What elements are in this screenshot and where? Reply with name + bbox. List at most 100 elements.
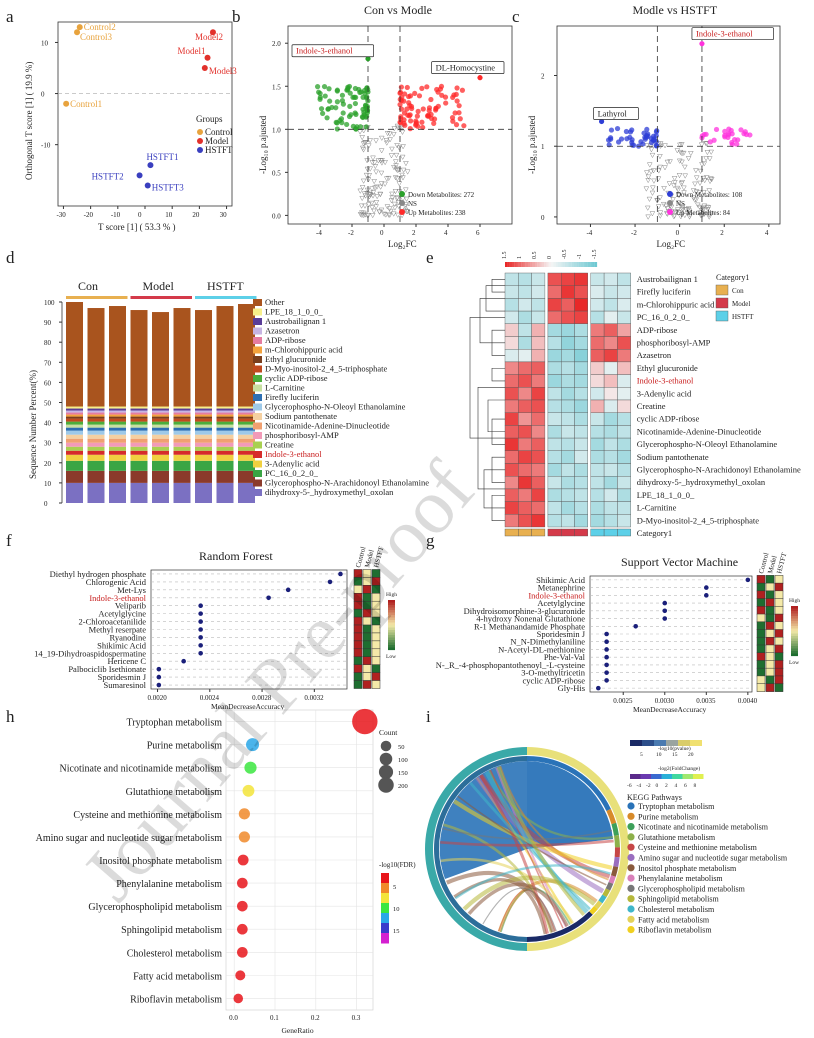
ns-point xyxy=(676,158,683,164)
ns-point xyxy=(657,213,664,219)
stack-segment xyxy=(66,410,83,413)
heat-cell xyxy=(756,636,766,646)
heat-cell xyxy=(353,680,363,689)
x-tick-label: 2 xyxy=(412,229,416,237)
stack-segment xyxy=(152,442,169,447)
legend-label: phosphoribosyl-AMP xyxy=(265,430,339,440)
importance-point xyxy=(662,600,668,606)
down-point xyxy=(644,126,650,133)
stack-segment xyxy=(238,482,255,503)
scale-step xyxy=(564,262,568,267)
importance-point xyxy=(198,603,203,608)
legend-swatch xyxy=(253,337,262,344)
stack-segment xyxy=(238,454,255,461)
ns-point xyxy=(649,211,656,217)
stack-segment xyxy=(238,430,255,435)
down-point xyxy=(340,110,346,116)
up-point xyxy=(722,128,728,135)
down-point xyxy=(347,103,353,109)
heat-cell xyxy=(518,374,532,388)
kegg-legend-key xyxy=(627,884,635,893)
heat-cell xyxy=(518,349,532,363)
annotation-cell xyxy=(617,528,631,537)
color-legend-label: 10 xyxy=(393,906,400,913)
group-bar xyxy=(195,296,257,299)
ns-point xyxy=(396,181,403,187)
heat-cell xyxy=(590,298,605,312)
item-label: Gly-His xyxy=(558,683,585,693)
ns-point xyxy=(681,164,688,170)
down-point xyxy=(326,86,332,92)
ns-point xyxy=(367,138,373,144)
gradient-step xyxy=(791,653,798,657)
stack-segment xyxy=(87,450,105,455)
scale-step xyxy=(539,262,542,267)
x-tick-label: 0.0020 xyxy=(148,694,168,702)
kegg-legend-label: Glutathione metabolism xyxy=(638,833,716,842)
heat-cell xyxy=(756,598,766,607)
importance-point xyxy=(338,571,343,577)
heat-cell xyxy=(504,501,519,515)
panel-letter-g: g xyxy=(426,531,435,550)
legend-swatch xyxy=(253,451,262,458)
stack-segment xyxy=(195,412,212,415)
row-label: Glycerophospho-N-Oleoyl Ethanolamine xyxy=(637,439,778,449)
scale-step xyxy=(514,262,517,267)
stack-segment xyxy=(173,470,191,483)
ns-point xyxy=(361,191,368,197)
legend-swatch xyxy=(253,403,262,411)
legend-swatch xyxy=(253,308,262,316)
annotation-cell xyxy=(603,528,618,537)
ns-point xyxy=(655,176,662,182)
panel-h-kegg-bubble: 0.0 0.1 0.2 0.3 Tryptophan metabolism Purine … xyxy=(36,708,416,1035)
heat-cell xyxy=(561,285,575,299)
ns-point xyxy=(357,129,363,135)
heat-cell xyxy=(518,399,532,413)
heat-cell xyxy=(371,680,381,689)
up-point xyxy=(452,110,458,116)
heat-cell xyxy=(574,399,589,413)
heat-cell xyxy=(590,399,605,413)
ns-point xyxy=(660,201,667,208)
annotation-box xyxy=(431,61,505,75)
pathway-sector xyxy=(614,847,620,858)
ns-point xyxy=(384,131,391,137)
scale-step xyxy=(551,262,554,267)
annotation-label: Indole-3-ethanol xyxy=(696,29,753,39)
stack-segment xyxy=(173,308,191,407)
stack-segment xyxy=(66,412,83,415)
heat-cell xyxy=(617,285,631,299)
pvalue-scale-step xyxy=(690,740,702,746)
row-label: Azasetron xyxy=(637,350,672,360)
size-legend-label: 200 xyxy=(398,783,408,790)
item-label: cyclic ADP-ribose xyxy=(522,675,585,685)
importance-point xyxy=(604,678,609,683)
heat-cell xyxy=(574,412,589,426)
ns-point xyxy=(693,175,700,181)
panel-e-heatmap: 1.5 1 0.5 0 -0.5 -1 -1.5 Austrobailignan 1 Firef… xyxy=(469,250,801,538)
color-legend-step xyxy=(381,903,389,914)
row-label: dihydroxy-5-_hydroxymethyl_oxolan xyxy=(637,477,766,487)
legend-swatch xyxy=(715,297,729,309)
gradient-step xyxy=(791,621,798,624)
pathway-sector xyxy=(605,881,614,891)
y-tick-label: 10 xyxy=(44,480,52,488)
stack-segment xyxy=(130,414,148,417)
ns-point xyxy=(404,169,411,175)
heat-cell xyxy=(603,514,618,528)
stack-segment xyxy=(216,414,234,417)
color-legend-title: -log10(FDR) xyxy=(379,861,416,869)
ns-point xyxy=(703,175,710,181)
color-legend-step xyxy=(381,913,389,924)
ns-point xyxy=(403,196,410,202)
importance-point xyxy=(198,627,203,632)
stack-segment xyxy=(173,446,191,451)
heat-cell xyxy=(547,349,562,363)
x-tick-label: 4 xyxy=(765,229,769,237)
up-point xyxy=(707,139,713,145)
ns-point xyxy=(399,129,406,136)
gradient-step xyxy=(791,616,798,619)
legend-swatch xyxy=(253,346,262,354)
y-tick-label: 40 xyxy=(44,420,52,428)
heat-cell xyxy=(590,387,605,401)
